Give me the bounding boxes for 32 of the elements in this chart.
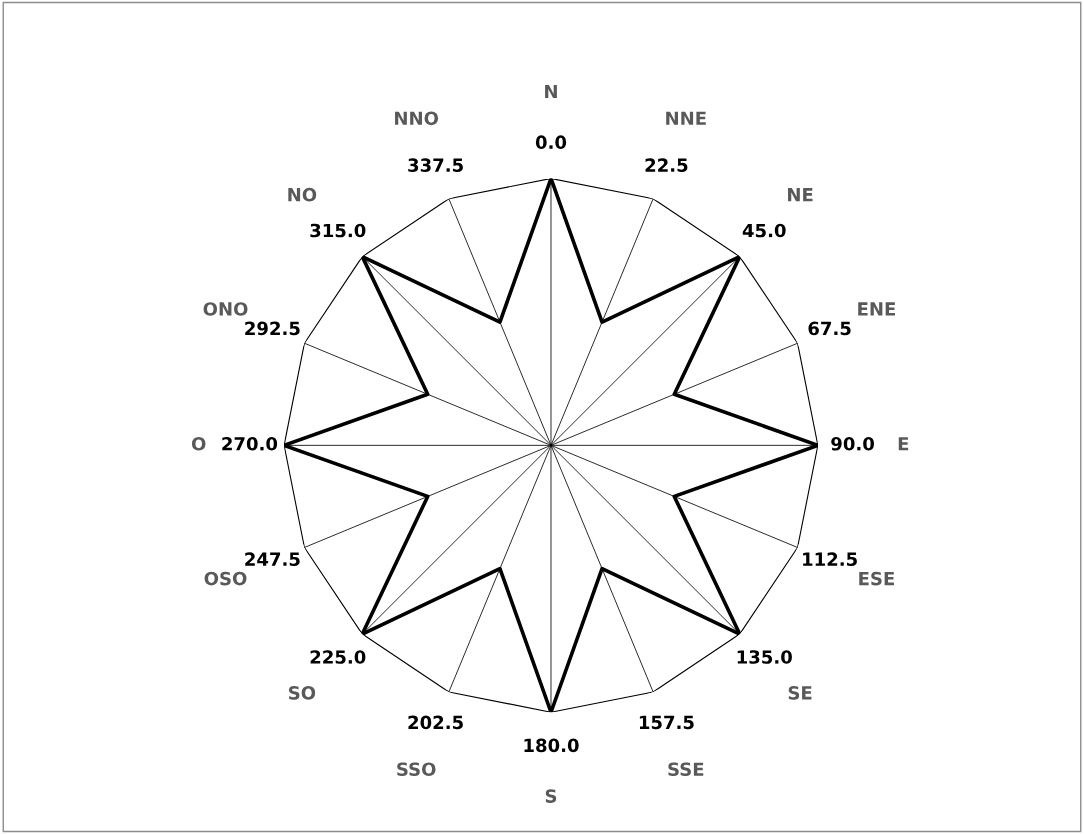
- text: SE: [788, 686, 812, 700]
- spoke-label: 180.0: [524, 738, 579, 753]
- text: OSO: [204, 571, 247, 586]
- spoke-label: 22.5: [645, 158, 688, 172]
- text: N: [545, 84, 557, 99]
- spoke-label: 45.0: [742, 223, 786, 238]
- text: S: [545, 789, 557, 803]
- spoke-label: 90.0: [831, 436, 874, 451]
- spoke-label: 270.0: [222, 436, 278, 451]
- spoke-label: 0.0: [535, 135, 567, 150]
- text: NE: [788, 188, 813, 202]
- text: NO: [288, 187, 317, 202]
- text: NNE: [666, 111, 706, 125]
- text: SSO: [397, 762, 436, 777]
- spoke-label: 225.0: [310, 650, 366, 664]
- spoke-label: 292.5: [245, 321, 300, 336]
- spoke-label: 112.5: [803, 552, 857, 566]
- text: ONO: [203, 302, 248, 316]
- text: NNO: [395, 111, 439, 126]
- text: ESE: [859, 571, 894, 586]
- text: E: [898, 437, 909, 451]
- text: O: [191, 436, 206, 451]
- text: SO: [289, 686, 316, 700]
- spoke-label: 202.5: [408, 715, 463, 730]
- spoke-label: 157.5: [639, 715, 694, 730]
- spoke-label: 315.0: [310, 223, 366, 238]
- text: ENE: [858, 302, 896, 316]
- spoke-label: 337.5: [408, 158, 463, 172]
- spoke-label: 67.5: [808, 321, 851, 336]
- text: SSE: [668, 762, 704, 777]
- spoke-label: 247.5: [245, 552, 300, 566]
- spoke-label: 135.0: [737, 650, 792, 664]
